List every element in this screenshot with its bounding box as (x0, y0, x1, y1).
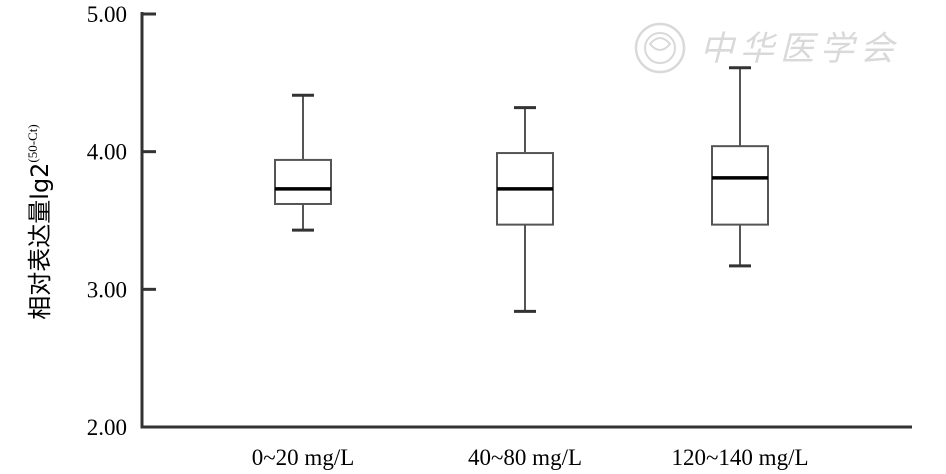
watermark-text: 中华医学会 (700, 29, 900, 69)
boxes (274, 66, 769, 313)
y-tick-label: 2.00 (87, 415, 127, 440)
y-axis-label: 相对表达量lg2(50-Ct) (25, 124, 54, 319)
y-tick-label: 5.00 (87, 2, 127, 27)
x-category-label: 120~140 mg/L (671, 445, 808, 470)
box-2 (496, 106, 554, 313)
axes (140, 12, 912, 429)
iqr-box (711, 145, 769, 226)
association-seal-icon (634, 22, 686, 74)
y-tick-label: 4.00 (87, 140, 127, 165)
y-tick-label: 3.00 (87, 277, 127, 302)
y-axis-ticks: 2.00 3.00 4.00 5.00 (87, 2, 156, 440)
watermark: 中华医学会 (634, 22, 900, 74)
iqr-box (274, 158, 332, 205)
x-category-label: 40~80 mg/L (468, 445, 582, 470)
x-axis-categories: 0~20 mg/L 40~80 mg/L 120~140 mg/L (252, 445, 809, 470)
box-1 (274, 93, 332, 232)
x-category-label: 0~20 mg/L (252, 445, 355, 470)
box-3 (711, 66, 769, 268)
